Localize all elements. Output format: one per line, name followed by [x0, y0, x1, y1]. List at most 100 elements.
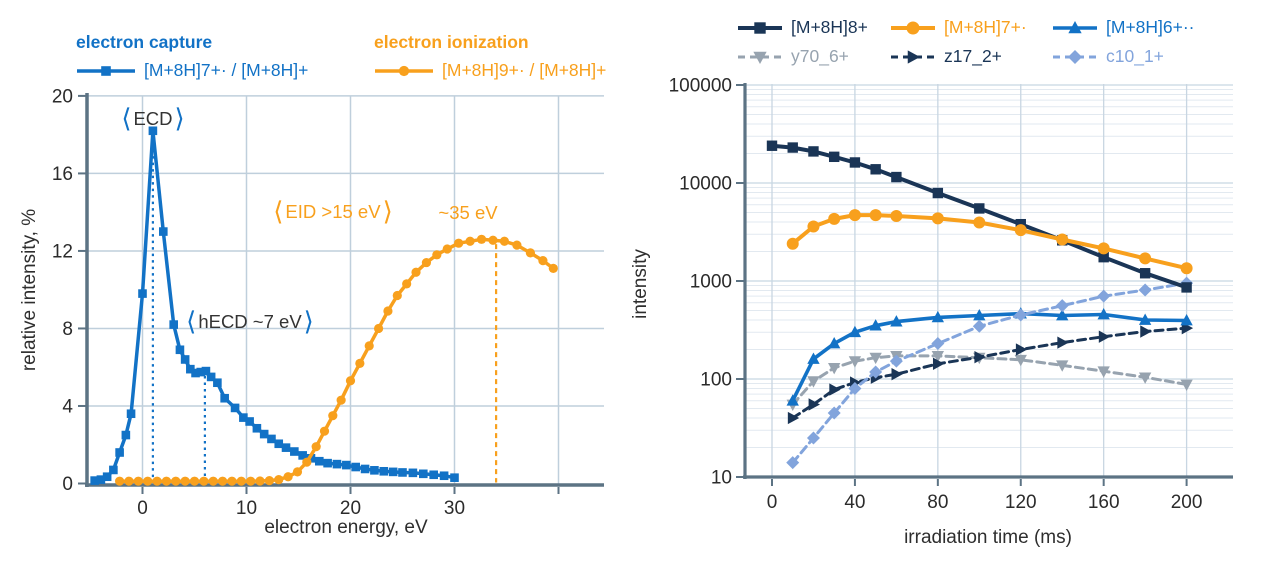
marker-square — [102, 472, 112, 482]
y-tick-label: 8 — [62, 319, 73, 340]
marker-triangle-down — [1056, 360, 1069, 372]
legend-item-capture-ratio: [M+8H]7+· / [M+8H]+ — [76, 60, 308, 81]
legend-electron-ionization: electron ionization [M+8H]9+· / [M+8H]+ — [374, 32, 606, 81]
marker-square — [138, 289, 147, 298]
marker-square — [1139, 268, 1151, 279]
marker-circle — [180, 476, 190, 486]
marker-circle — [869, 209, 882, 222]
marker-square — [388, 467, 398, 477]
close-bracket: ⟩ — [174, 103, 185, 133]
marker-square — [90, 476, 99, 485]
legend-title-electron-ionization: electron ionization — [374, 32, 529, 52]
marker-circle — [217, 476, 228, 486]
m8h6-line-marker-icon — [1053, 20, 1097, 33]
marker-square — [121, 430, 131, 440]
marker-square — [245, 417, 254, 426]
marker-square — [191, 368, 200, 378]
y-tick-label: 4 — [62, 396, 73, 417]
marker-square — [213, 378, 222, 388]
marker-circle — [454, 238, 464, 248]
legend-marker — [906, 21, 920, 34]
marker-circle — [973, 216, 986, 229]
marker-square — [201, 366, 211, 376]
marker-diamond — [972, 319, 986, 333]
close-bracket: ⟩ — [382, 196, 393, 226]
legend-marker — [1068, 49, 1082, 64]
marker-circle — [319, 426, 330, 436]
marker-triangle-down — [1180, 379, 1193, 391]
y-tick-label: 12 — [52, 241, 73, 262]
marker-circle — [1014, 224, 1027, 237]
legend-marker — [753, 51, 767, 64]
marker-diamond — [827, 406, 841, 420]
x-tick-label: 200 — [1171, 492, 1203, 513]
x-tick-label: 0 — [137, 498, 148, 519]
marker-circle — [1056, 233, 1069, 246]
marker-circle — [133, 476, 143, 486]
marker-square — [148, 126, 158, 136]
annotation-ecd: ⟨ ECD ⟩ — [121, 103, 185, 133]
marker-circle — [890, 210, 903, 223]
y-tick-label: 0 — [62, 474, 73, 495]
marker-triangle-down — [848, 356, 862, 368]
annotation-35ev: ~35 eV — [438, 202, 497, 224]
open-bracket: ⟨ — [273, 196, 284, 226]
marker-square — [1181, 282, 1192, 293]
marker-square — [175, 345, 185, 355]
right-x-axis-title: irradiation time (ms) — [904, 527, 1072, 548]
marker-triangle-down — [931, 351, 945, 363]
marker-square — [267, 434, 276, 444]
marker-square — [230, 403, 240, 413]
marker-circle — [336, 395, 346, 405]
marker-square — [1015, 218, 1026, 230]
marker-circle — [274, 475, 284, 485]
marker-square — [974, 203, 985, 214]
m8h7-line-marker-icon — [891, 21, 935, 34]
legend-electron-capture: electron capture [M+8H]7+· / [M+8H]+ — [76, 32, 308, 81]
x-tick-label: 0 — [767, 492, 778, 513]
marker-circle — [548, 263, 558, 273]
marker-triangle-down — [869, 352, 882, 365]
marker-circle — [283, 472, 293, 482]
legend-label: [M+8H]8+ — [791, 17, 868, 37]
open-bracket: ⟨ — [121, 103, 132, 133]
series-line-z17_2+ — [791, 326, 1189, 420]
marker-triangle-up — [1138, 313, 1152, 325]
x-tick-label: 40 — [844, 492, 865, 513]
marker-triangle-up — [869, 319, 882, 331]
right-y-axis-title: intensity — [630, 249, 651, 319]
marker-square — [439, 471, 449, 481]
capture-line-marker-icon — [77, 65, 135, 76]
marker-circle — [264, 475, 274, 486]
legend-marker — [754, 21, 766, 34]
marker-square — [419, 469, 428, 479]
marker-square — [360, 464, 370, 474]
marker-circle — [411, 267, 421, 277]
annotation-text: ~35 eV — [438, 202, 498, 223]
marker-circle — [931, 212, 944, 225]
legend-item-ionization-ratio: [M+8H]9+· / [M+8H]+ — [374, 60, 606, 81]
marker-triangle-up — [931, 310, 945, 323]
marker-square — [450, 473, 459, 482]
marker-triangle-right — [808, 398, 820, 411]
marker-square — [315, 456, 324, 466]
marker-triangle-right — [829, 383, 841, 396]
marker-triangle-right — [1057, 336, 1069, 349]
open-bracket: ⟨ — [186, 306, 197, 336]
marker-triangle-up — [1097, 308, 1110, 320]
marker-triangle-down — [1138, 372, 1152, 384]
legend-marker — [398, 65, 410, 76]
annotation-text: hECD ~7 eV — [198, 311, 302, 332]
legend-title-electron-capture: electron capture — [76, 32, 213, 52]
y-tick-label: 20 — [52, 86, 73, 107]
left-chart: 0 4 8 12 16 20 0 10 20 30 — [52, 86, 604, 519]
marker-triangle-up — [1180, 314, 1193, 326]
legend-label: [M+8H]7+· — [944, 17, 1027, 37]
marker-square — [429, 470, 438, 480]
marker-circle — [848, 209, 861, 222]
marker-circle — [476, 234, 487, 244]
marker-circle — [292, 467, 303, 477]
marker-circle — [383, 306, 393, 316]
marker-diamond — [1055, 299, 1069, 313]
